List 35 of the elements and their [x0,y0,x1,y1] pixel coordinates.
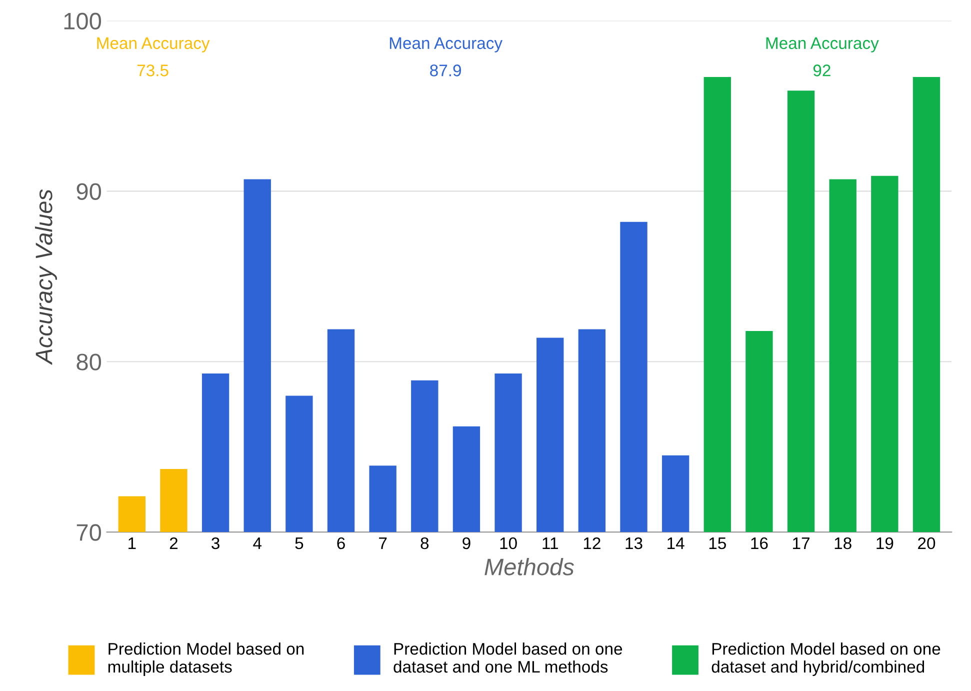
x-tick-label: 10 [500,537,517,550]
x-tick-label: 17 [793,538,810,550]
annotation: 87.9 [430,64,461,76]
y-tick-label: 90 [76,183,102,200]
annotation: Mean Accuracy [390,37,502,52]
y-tick-label: 70 [76,524,102,541]
y-tick-label: 80 [76,354,102,370]
x-tick-label: 9 [462,537,470,550]
x-axis-title: Methods [484,558,574,576]
x-tick-label: 16 [751,537,768,550]
x-tick-label: 12 [584,537,600,550]
x-tick-label: 19 [876,537,894,550]
y-axis-title: Accuracy Values [34,189,58,366]
x-tick-label: 4 [253,538,262,550]
y-tick-label: 100 [64,12,102,30]
annotation: 92 [813,64,830,76]
annotation: 73.5 [137,64,168,76]
x-tick-label: 6 [337,537,345,550]
x-tick-label: 3 [212,537,220,550]
x-tick-label: 18 [834,537,852,550]
legend-label: Prediction Model based on multiple datasets [108,642,304,676]
x-tick-label: 13 [626,537,642,550]
x-tick-label: 11 [542,538,558,550]
x-tick-label: 2 [170,537,178,550]
annotation: Mean Accuracy [766,37,879,52]
x-tick-label: 8 [420,537,429,550]
legend-label: Prediction Model based on one dataset and hybrid/combined [712,642,940,676]
annotation: Mean Accuracy [97,37,210,52]
x-tick-label: 1 [128,538,136,550]
x-tick-label: 5 [295,538,304,550]
x-tick-label: 15 [709,538,726,550]
legend-label: Prediction Model based on one dataset and one ML methods [394,642,622,673]
x-tick-label: 7 [379,538,387,550]
x-tick-label: 14 [668,538,684,550]
x-tick-label: 20 [918,537,936,550]
